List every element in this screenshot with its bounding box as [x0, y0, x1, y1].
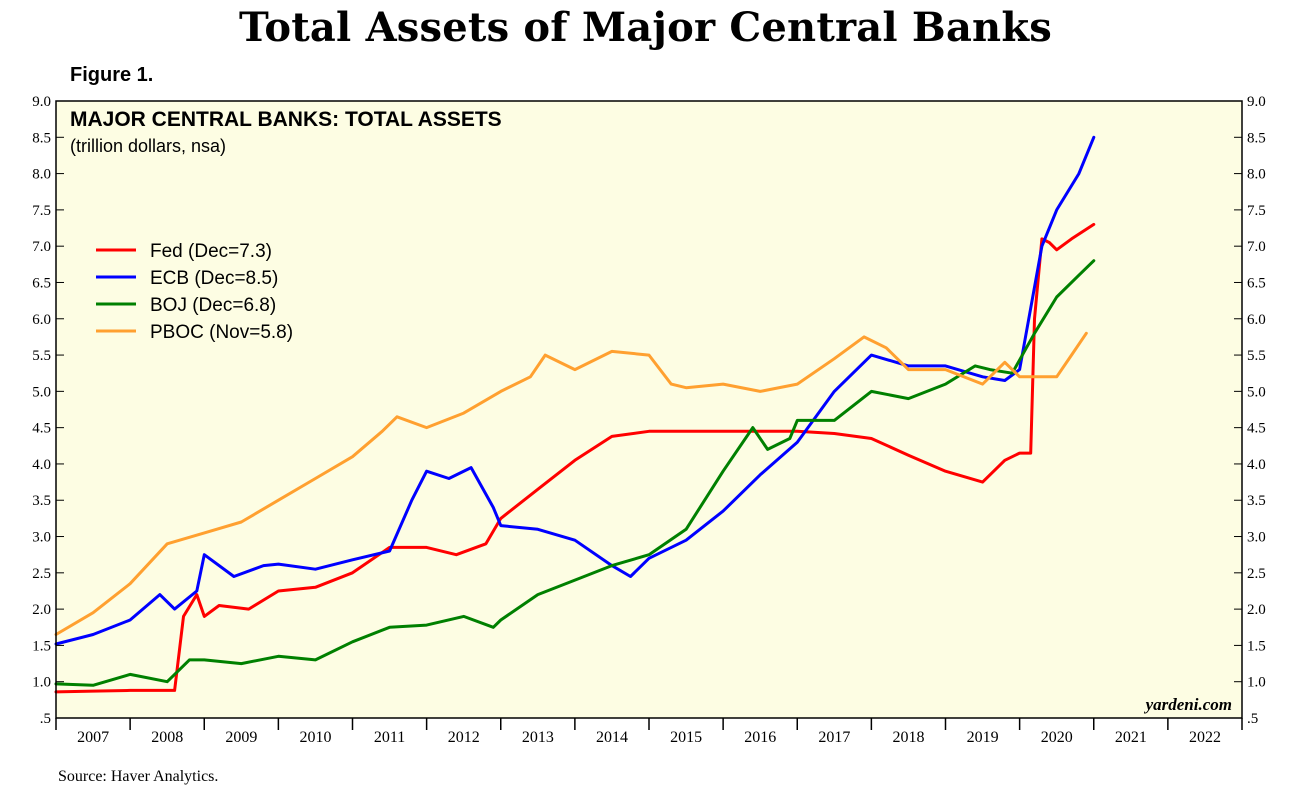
series-line-3 — [54, 331, 1088, 636]
y-tick-label-left: 3.0 — [32, 530, 51, 546]
y-tick-label-right: 3.5 — [1247, 493, 1266, 509]
y-tick-label-left: 5.5 — [32, 348, 51, 364]
x-tick-label: 2021 — [1115, 729, 1147, 746]
y-tick-label-left: 6.0 — [32, 312, 51, 328]
y-tick-label-left: 4.5 — [32, 421, 51, 437]
y-tick-label-right: 4.5 — [1247, 421, 1266, 437]
watermark-text: yardeni.com — [1144, 695, 1232, 714]
y-tick-label-right: 3.0 — [1247, 530, 1266, 546]
x-tick-label: 2013 — [522, 729, 554, 746]
y-tick-label-right: 1.5 — [1247, 638, 1266, 654]
y-tick-label-right: 6.5 — [1247, 275, 1266, 291]
series-layer — [54, 135, 1096, 694]
y-tick-label-left: 7.5 — [32, 203, 51, 219]
y-tick-label-right: 6.0 — [1247, 312, 1266, 328]
x-tick-label: 2010 — [299, 729, 331, 746]
legend-label-0: Fed (Dec=7.3) — [150, 241, 272, 262]
y-tick-label-right: 5.0 — [1247, 384, 1266, 400]
x-tick-label: 2008 — [151, 729, 183, 746]
figure-label: Figure 1. — [70, 64, 154, 86]
y-tick-label-right: 8.0 — [1247, 167, 1266, 183]
y-tick-label-left: 4.0 — [32, 457, 51, 473]
y-tick-label-left: 1.0 — [32, 675, 51, 691]
series-line-0 — [54, 222, 1096, 694]
chart-header: MAJOR CENTRAL BANKS: TOTAL ASSETS (trill… — [70, 108, 502, 156]
x-tick-label: 2007 — [77, 729, 109, 746]
legend: Fed (Dec=7.3) ECB (Dec=8.5) BOJ (Dec=6.8) P… — [96, 241, 293, 343]
y-tick-label-left: 9.0 — [32, 94, 51, 110]
page-title: Total Assets of Major Central Banks — [239, 4, 1052, 51]
x-tick-label: 2014 — [596, 729, 628, 746]
x-tick-label: 2022 — [1189, 729, 1221, 746]
x-tick-label: 2012 — [448, 729, 480, 746]
y-tick-label-right: 8.5 — [1247, 130, 1266, 146]
legend-label-3: PBOC (Nov=5.8) — [150, 322, 293, 343]
y-tick-label-left: .5 — [40, 711, 51, 727]
y-tick-label-right: 9.0 — [1247, 94, 1266, 110]
y-tick-label-left: 3.5 — [32, 493, 51, 509]
x-tick-label: 2019 — [967, 729, 999, 746]
y-tick-label-right: 2.0 — [1247, 602, 1266, 618]
x-tick-label: 2011 — [374, 729, 405, 746]
y-tick-label-right: 5.5 — [1247, 348, 1266, 364]
source-note: Source: Haver Analytics. — [58, 768, 219, 785]
series-line-2 — [54, 259, 1096, 687]
y-tick-label-left: 2.0 — [32, 602, 51, 618]
x-tick-label: 2016 — [744, 729, 776, 746]
legend-label-2: BOJ (Dec=6.8) — [150, 295, 276, 316]
chart-title: MAJOR CENTRAL BANKS: TOTAL ASSETS — [70, 108, 502, 131]
y-tick-label-right: 4.0 — [1247, 457, 1266, 473]
x-tick-label: 2020 — [1041, 729, 1073, 746]
x-tick-label: 2018 — [892, 729, 924, 746]
y-tick-label-right: .5 — [1247, 711, 1258, 727]
y-tick-label-right: 7.5 — [1247, 203, 1266, 219]
y-tick-label-left: 1.5 — [32, 638, 51, 654]
x-tick-label: 2017 — [818, 729, 850, 746]
y-tick-label-right: 1.0 — [1247, 675, 1266, 691]
y-tick-label-left: 7.0 — [32, 239, 51, 255]
y-tick-label-left: 8.0 — [32, 167, 51, 183]
y-tick-label-right: 2.5 — [1247, 566, 1266, 582]
legend-label-1: ECB (Dec=8.5) — [150, 268, 278, 289]
y-tick-label-left: 6.5 — [32, 275, 51, 291]
chart-subtitle: (trillion dollars, nsa) — [70, 136, 226, 156]
series-line-1 — [54, 135, 1096, 646]
axis-layer: .5 .5 1.0 1.0 1.5 1.5 2.0 2.0 2.5 2.5 3.0 3.0 3.5 3.5… — [32, 94, 1266, 746]
y-tick-label-left: 8.5 — [32, 130, 51, 146]
plot-area — [56, 101, 1242, 718]
y-tick-label-left: 5.0 — [32, 384, 51, 400]
x-tick-label: 2009 — [225, 729, 257, 746]
x-tick-label: 2015 — [670, 729, 702, 746]
y-tick-label-left: 2.5 — [32, 566, 51, 582]
y-tick-label-right: 7.0 — [1247, 239, 1266, 255]
